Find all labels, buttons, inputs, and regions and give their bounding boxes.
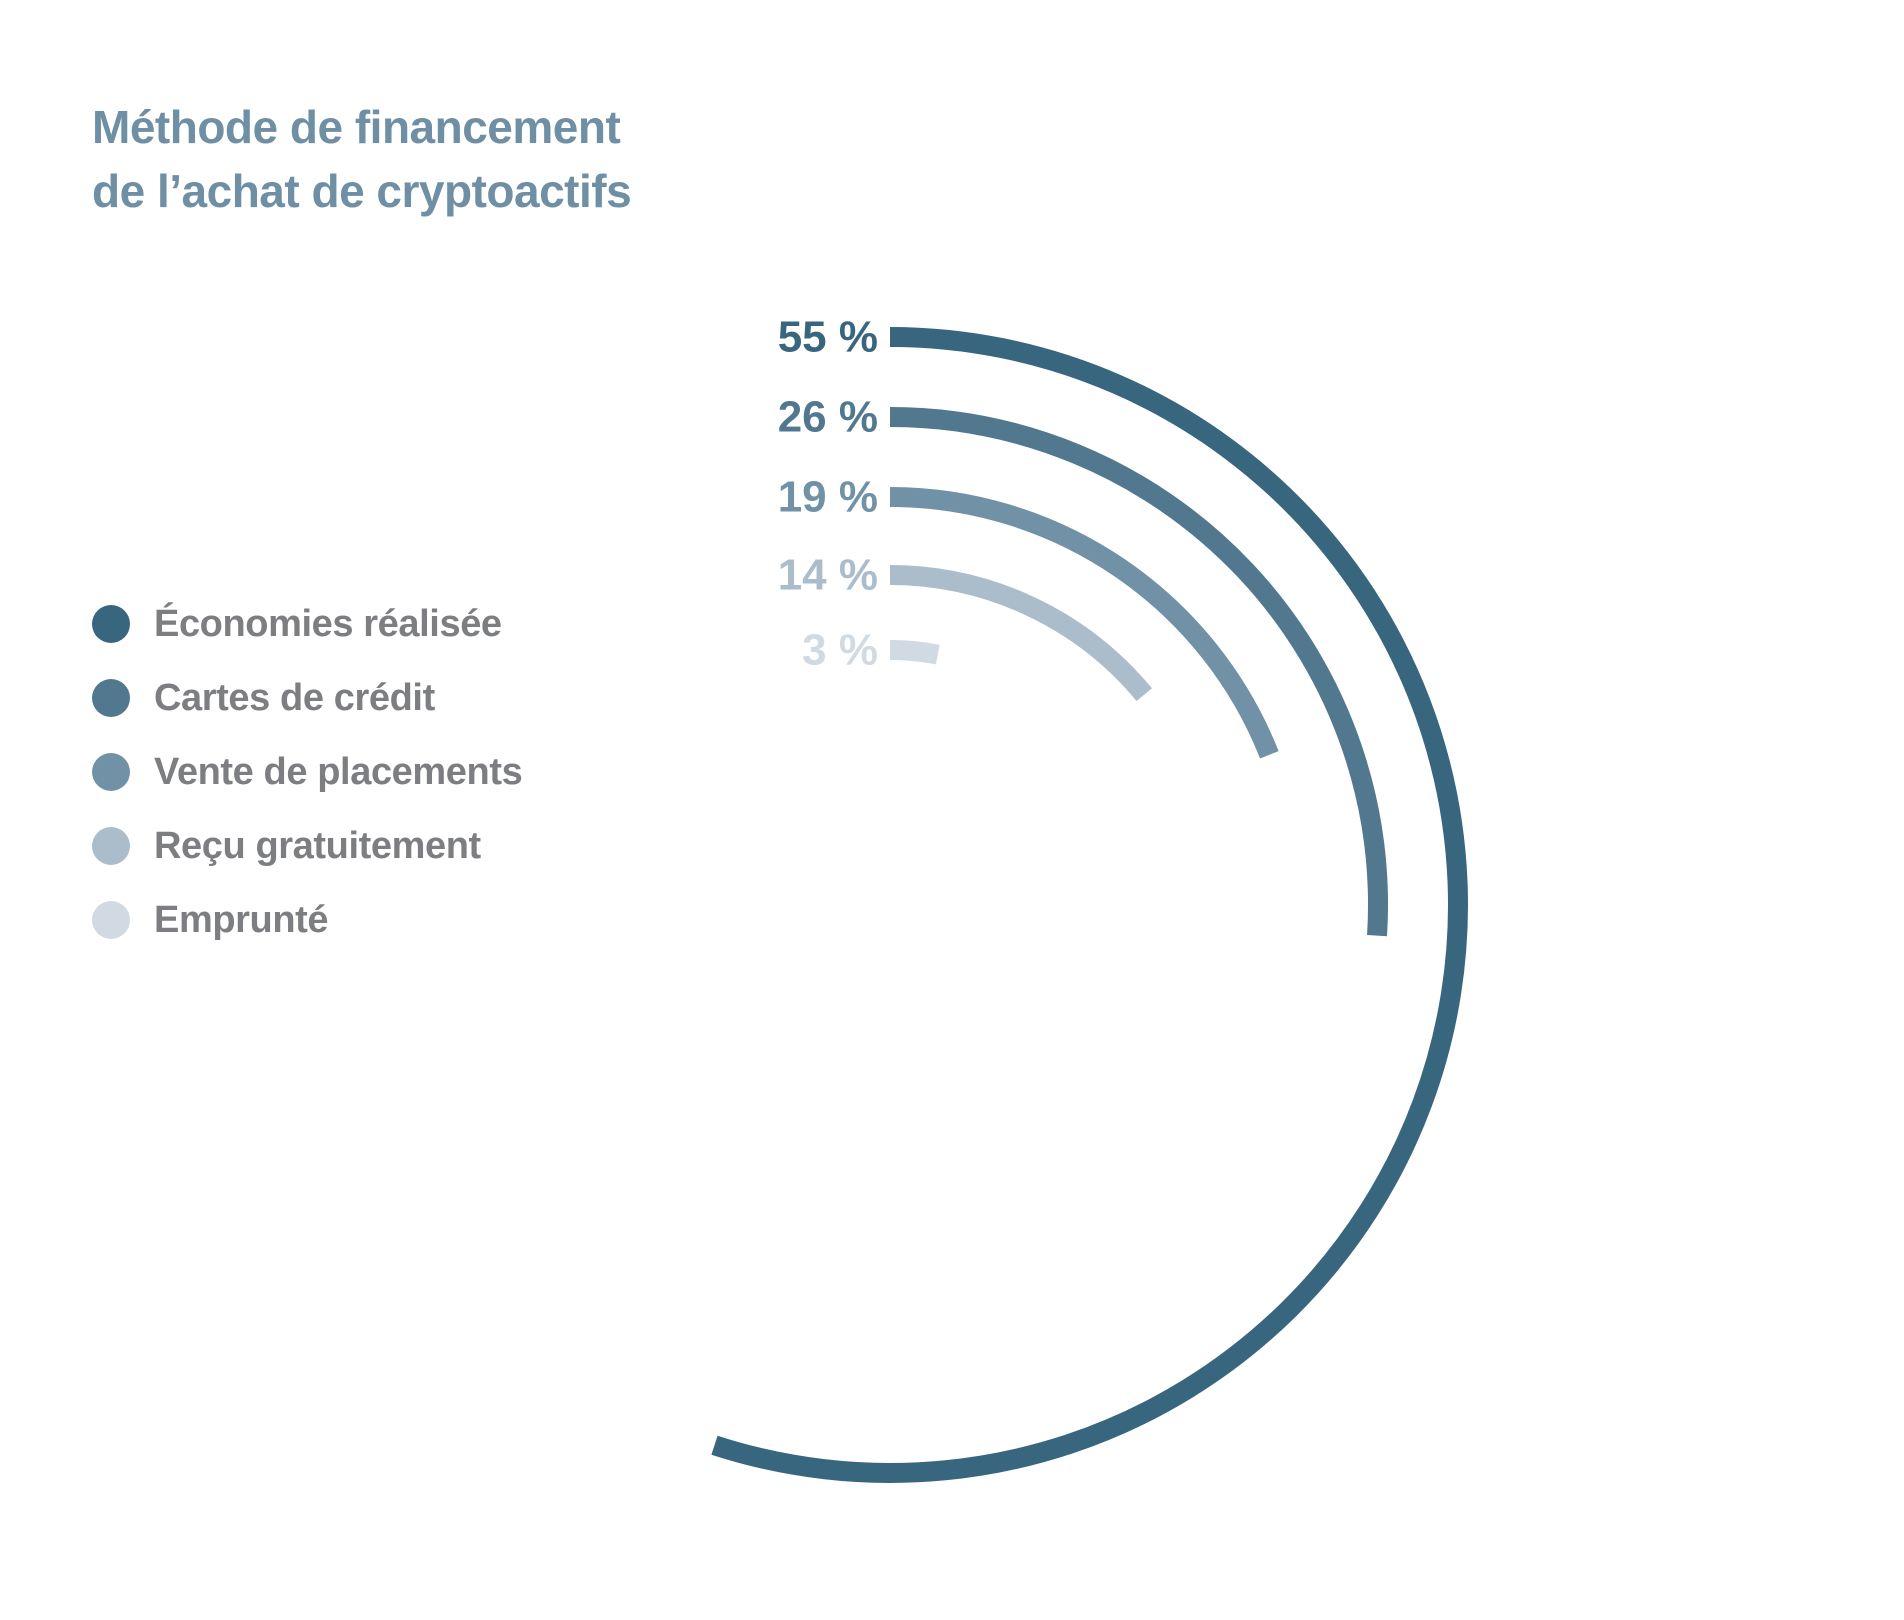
legend-label: Économies réalisée: [154, 602, 502, 645]
arc-1: [711, 327, 1468, 1483]
legend: Économies réalisée Cartes de crédit Vent…: [92, 587, 712, 957]
legend-dot-icon: [92, 605, 130, 643]
legend-label: Cartes de crédit: [154, 676, 435, 719]
legend-label: Emprunté: [154, 898, 329, 941]
arc-5: [889, 640, 940, 665]
chart-title-line-2: de l’achat de cryptoactifs: [92, 165, 632, 217]
arc-3: [889, 487, 1279, 759]
legend-item-vente-de-placements: Vente de placements: [92, 735, 712, 809]
arc-2: [889, 407, 1388, 937]
legend-item-economies: Économies réalisée: [92, 587, 712, 661]
value-label-3: 19 %: [778, 473, 878, 522]
chart-title-line-1: Méthode de financement: [92, 101, 621, 153]
legend-dot-icon: [92, 753, 130, 791]
legend-dot-icon: [92, 679, 130, 717]
legend-item-cartes-de-credit: Cartes de crédit: [92, 661, 712, 735]
legend-dot-icon: [92, 827, 130, 865]
chart-title: Méthode de financement de l’achat de cry…: [92, 95, 792, 223]
legend-label: Reçu gratuitement: [154, 824, 481, 867]
value-label-1: 55 %: [778, 313, 878, 362]
value-label-2: 26 %: [778, 393, 878, 442]
legend-item-emprunte: Emprunté: [92, 883, 712, 957]
legend-label: Vente de placements: [154, 750, 523, 793]
legend-item-recu-gratuitement: Reçu gratuitement: [92, 809, 712, 883]
arc-4: [889, 565, 1152, 702]
legend-dot-icon: [92, 901, 130, 939]
value-label-4: 14 %: [778, 551, 878, 600]
value-label-5: 3 %: [802, 626, 878, 675]
